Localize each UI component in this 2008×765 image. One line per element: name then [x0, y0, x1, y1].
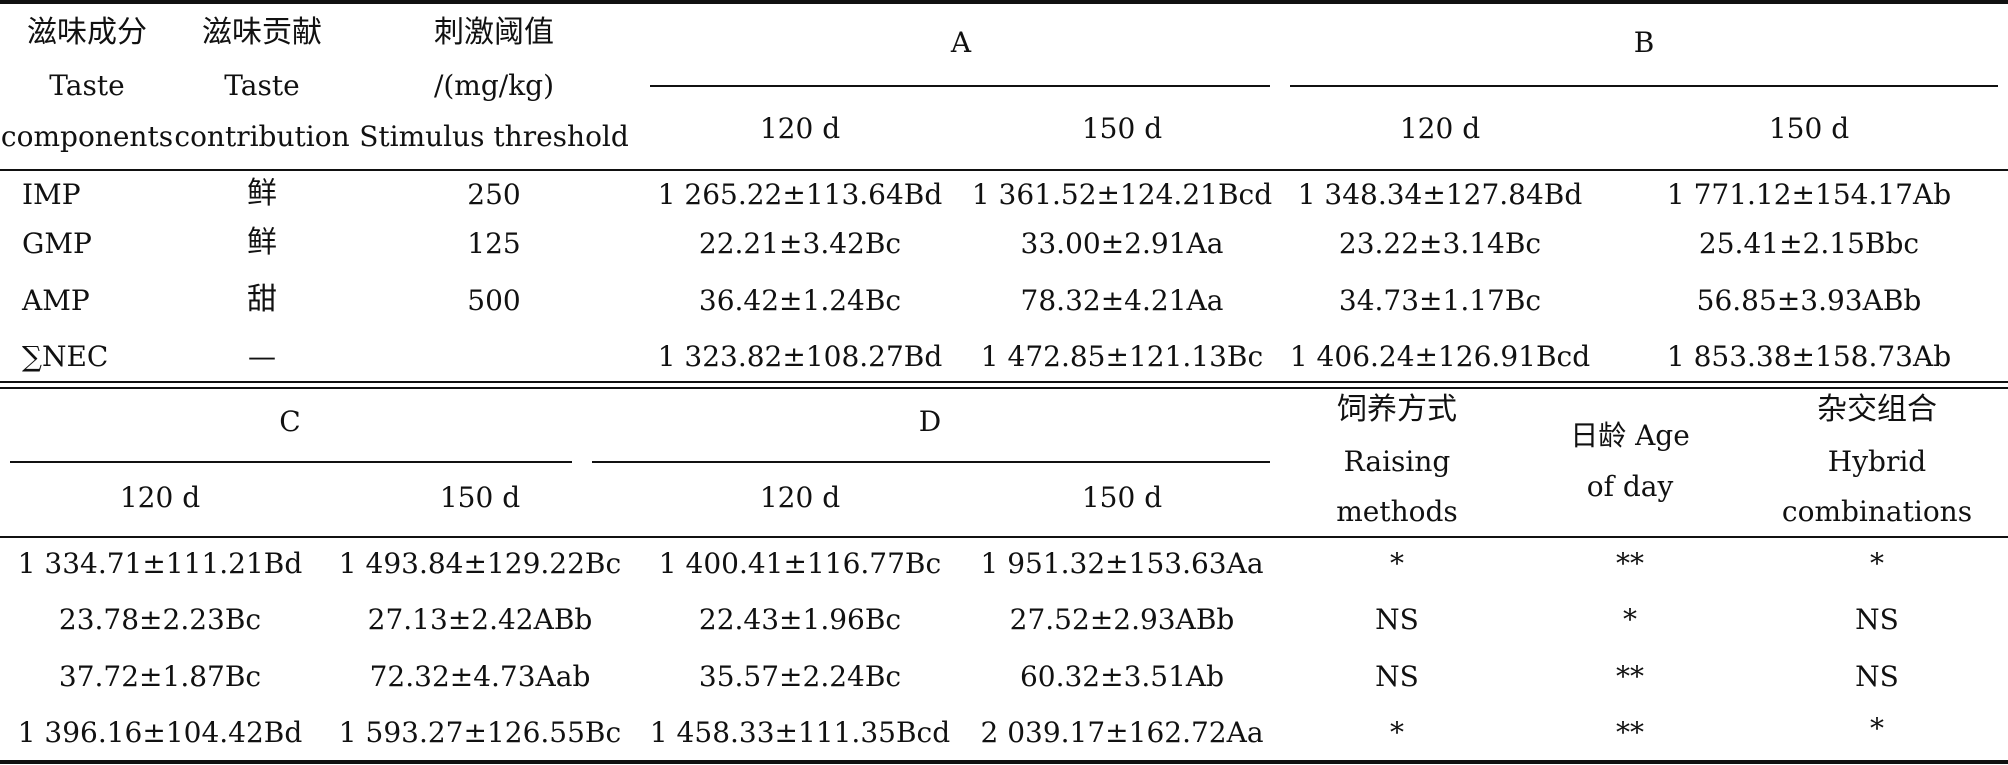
header-sub-b-120: 120 d	[1399, 112, 1481, 145]
header-raising-cn: 饲养方式	[1337, 392, 1457, 427]
bottom-row-1-hybrid: *	[1870, 547, 1884, 580]
top-rule	[0, 0, 2008, 4]
section-rule-upper	[0, 381, 2008, 383]
bottom-row-3-d-120: 35.57±2.24Bc	[698, 660, 902, 693]
header-sub-b-150: 150 d	[1768, 112, 1850, 145]
top-row-1-name: IMP	[22, 178, 81, 211]
top-row-4-a-120: 1 323.82±108.27Bd	[657, 340, 943, 373]
header-stimulus-threshold-unit: /(mg/kg)	[433, 69, 555, 102]
header-group-d: D	[918, 405, 942, 438]
header-age-line1: 日龄 Age	[1570, 419, 1690, 452]
group-b-rule	[1290, 85, 1998, 87]
header-group-a: A	[950, 26, 972, 59]
top-row-2-threshold: 125	[467, 227, 521, 260]
header-hybrid-en1: Hybrid	[1827, 445, 1927, 478]
bottom-row-2-hybrid: NS	[1855, 603, 1899, 636]
top-row-1-a-150: 1 361.52±124.21Bcd	[971, 178, 1273, 211]
header-stimulus-threshold-en: Stimulus threshold	[359, 120, 629, 153]
bottom-row-1-d-120: 1 400.41±116.77Bc	[658, 547, 942, 580]
top-row-2-contribution: 鲜	[247, 225, 277, 260]
bottom-row-4-hybrid: *	[1870, 712, 1884, 745]
header-taste-components-en1: Taste	[49, 69, 125, 102]
header-sub-d-150: 150 d	[1081, 481, 1163, 514]
top-row-1-a-120: 1 265.22±113.64Bd	[657, 178, 943, 211]
header-sub-a-120: 120 d	[759, 112, 841, 145]
bottom-row-3-c-150: 72.32±4.73Aab	[369, 660, 591, 693]
header-hybrid-cn: 杂交组合	[1817, 392, 1937, 427]
bottom-row-2-raising: NS	[1375, 603, 1419, 636]
header-raising-en2: methods	[1336, 495, 1458, 528]
group-d-rule	[592, 461, 1270, 463]
group-a-rule	[650, 85, 1270, 87]
header-sub-c-150: 150 d	[439, 481, 521, 514]
section-rule-lower	[0, 387, 2008, 389]
header-taste-components-cn: 滋味成分	[27, 15, 147, 50]
bottom-row-2-d-150: 27.52±2.93ABb	[1009, 603, 1235, 636]
bottom-row-4-d-150: 2 039.17±162.72Aa	[980, 716, 1264, 749]
header-sub-c-120: 120 d	[119, 481, 201, 514]
top-row-2-a-120: 22.21±3.42Bc	[698, 227, 902, 260]
group-c-rule	[10, 461, 572, 463]
header-hybrid-en2: combinations	[1781, 495, 1973, 528]
bottom-row-4-d-120: 1 458.33±111.35Bcd	[649, 716, 951, 749]
header-taste-contribution-cn: 滋味贡献	[202, 15, 322, 50]
header-sub-a-150: 150 d	[1081, 112, 1163, 145]
header-group-c: C	[279, 405, 301, 438]
top-row-4-b-120: 1 406.24±126.91Bcd	[1289, 340, 1591, 373]
top-row-2-b-150: 25.41±2.15Bbc	[1698, 227, 1920, 260]
header-age-line2: of day	[1586, 470, 1674, 503]
top-row-4-name: ∑NEC	[22, 340, 109, 373]
header-group-b: B	[1633, 26, 1655, 59]
top-row-3-name: AMP	[22, 284, 90, 317]
top-row-3-b-150: 56.85±3.93ABb	[1696, 284, 1922, 317]
header-taste-contribution-en1: Taste	[224, 69, 300, 102]
header-taste-contribution-en2: contribution	[174, 120, 350, 153]
top-row-1-b-150: 1 771.12±154.17Ab	[1666, 178, 1952, 211]
bottom-row-4-c-150: 1 593.27±126.55Bc	[338, 716, 622, 749]
bottom-row-4-age: **	[1616, 716, 1644, 749]
bottom-row-2-d-120: 22.43±1.96Bc	[698, 603, 902, 636]
header-sub-d-120: 120 d	[759, 481, 841, 514]
bottom-row-2-c-120: 23.78±2.23Bc	[58, 603, 262, 636]
top-row-3-a-120: 36.42±1.24Bc	[698, 284, 902, 317]
header-stimulus-threshold-cn: 刺激阈值	[434, 15, 554, 50]
top-row-3-contribution: 甜	[247, 282, 277, 317]
bottom-row-3-d-150: 60.32±3.51Ab	[1019, 660, 1225, 693]
bottom-row-1-c-120: 1 334.71±111.21Bd	[17, 547, 303, 580]
bottom-row-1-d-150: 1 951.32±153.63Aa	[980, 547, 1264, 580]
bottom-rule	[0, 760, 2008, 764]
header-bottom-rule	[0, 169, 2008, 171]
bottom-row-3-hybrid: NS	[1855, 660, 1899, 693]
bottom-row-2-age: *	[1623, 603, 1637, 636]
bottom-row-4-c-120: 1 396.16±104.42Bd	[17, 716, 303, 749]
top-row-4-b-150: 1 853.38±158.73Ab	[1666, 340, 1952, 373]
bottom-row-3-raising: NS	[1375, 660, 1419, 693]
bottom-row-3-c-120: 37.72±1.87Bc	[58, 660, 262, 693]
top-row-3-a-150: 78.32±4.21Aa	[1020, 284, 1224, 317]
top-row-3-b-120: 34.73±1.17Bc	[1338, 284, 1542, 317]
bottom-row-1-age: **	[1616, 547, 1644, 580]
top-row-3-threshold: 500	[467, 284, 521, 317]
header-raising-en1: Raising	[1343, 445, 1451, 478]
bottom-row-4-raising: *	[1390, 716, 1404, 749]
bottom-row-1-c-150: 1 493.84±129.22Bc	[338, 547, 622, 580]
top-row-2-name: GMP	[22, 227, 92, 260]
top-row-1-contribution: 鲜	[247, 176, 277, 211]
bottom-row-2-c-150: 27.13±2.42ABb	[367, 603, 593, 636]
top-row-4-a-150: 1 472.85±121.13Bc	[980, 340, 1264, 373]
bottom-row-3-age: **	[1616, 660, 1644, 693]
bottom-header-rule	[0, 536, 2008, 538]
top-row-2-a-150: 33.00±2.91Aa	[1020, 227, 1224, 260]
top-row-2-b-120: 23.22±3.14Bc	[1338, 227, 1542, 260]
top-row-1-b-120: 1 348.34±127.84Bd	[1297, 178, 1583, 211]
bottom-row-1-raising: *	[1390, 547, 1404, 580]
top-row-4-contribution: —	[248, 340, 276, 373]
header-taste-components-en2: components	[0, 120, 174, 153]
top-row-1-threshold: 250	[467, 178, 521, 211]
